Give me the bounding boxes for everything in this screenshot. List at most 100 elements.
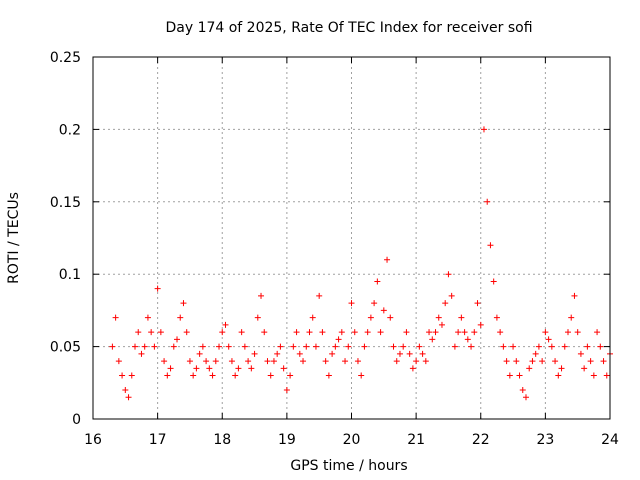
data-point bbox=[151, 343, 158, 350]
data-points bbox=[109, 126, 613, 401]
data-point bbox=[526, 365, 533, 372]
grid-lines bbox=[93, 57, 610, 419]
data-point bbox=[548, 343, 555, 350]
data-point bbox=[451, 343, 458, 350]
data-point bbox=[519, 387, 526, 394]
data-point bbox=[277, 343, 284, 350]
data-point bbox=[209, 372, 216, 379]
data-point bbox=[464, 336, 471, 343]
data-point bbox=[380, 307, 387, 314]
data-point bbox=[358, 372, 365, 379]
data-point bbox=[180, 300, 187, 307]
data-point bbox=[309, 314, 316, 321]
data-point bbox=[529, 358, 536, 365]
data-point bbox=[144, 314, 151, 321]
data-point bbox=[535, 343, 542, 350]
data-point bbox=[403, 329, 410, 336]
data-point bbox=[374, 278, 381, 285]
data-point bbox=[164, 372, 171, 379]
data-point bbox=[264, 358, 271, 365]
data-point bbox=[597, 343, 604, 350]
data-point bbox=[157, 329, 164, 336]
data-point bbox=[183, 329, 190, 336]
data-point bbox=[513, 358, 520, 365]
data-point bbox=[484, 198, 491, 205]
data-point bbox=[500, 343, 507, 350]
data-point bbox=[438, 321, 445, 328]
data-point bbox=[248, 365, 255, 372]
data-point bbox=[306, 329, 313, 336]
data-point bbox=[203, 358, 210, 365]
data-point bbox=[364, 329, 371, 336]
data-point bbox=[590, 372, 597, 379]
x-tick-label: 22 bbox=[472, 432, 490, 448]
data-point bbox=[474, 300, 481, 307]
data-point bbox=[594, 329, 601, 336]
y-axis-label: ROTI / TECUs bbox=[6, 192, 22, 284]
data-point bbox=[371, 300, 378, 307]
data-point bbox=[280, 365, 287, 372]
data-point bbox=[199, 343, 206, 350]
data-point bbox=[400, 343, 407, 350]
data-point bbox=[361, 343, 368, 350]
data-point bbox=[300, 358, 307, 365]
data-point bbox=[568, 314, 575, 321]
data-point bbox=[490, 278, 497, 285]
data-point bbox=[161, 358, 168, 365]
y-tick-label: 0.2 bbox=[59, 122, 81, 138]
data-point bbox=[396, 350, 403, 357]
data-point bbox=[138, 350, 145, 357]
data-point bbox=[480, 126, 487, 133]
data-point bbox=[419, 350, 426, 357]
data-point bbox=[522, 394, 529, 401]
data-point bbox=[510, 343, 517, 350]
data-point bbox=[345, 343, 352, 350]
data-point bbox=[477, 321, 484, 328]
data-point bbox=[539, 358, 546, 365]
y-tick-label: 0.25 bbox=[50, 50, 81, 66]
data-point bbox=[455, 329, 462, 336]
data-point bbox=[422, 358, 429, 365]
data-point bbox=[335, 336, 342, 343]
data-point bbox=[487, 242, 494, 249]
data-point bbox=[148, 329, 155, 336]
data-point bbox=[329, 350, 336, 357]
data-point bbox=[448, 292, 455, 299]
data-point bbox=[319, 329, 326, 336]
x-tick-label: 21 bbox=[407, 432, 425, 448]
data-point bbox=[325, 372, 332, 379]
data-point bbox=[128, 372, 135, 379]
data-point bbox=[561, 343, 568, 350]
data-point bbox=[109, 343, 116, 350]
data-point bbox=[516, 372, 523, 379]
data-point bbox=[119, 372, 126, 379]
data-point bbox=[416, 343, 423, 350]
y-axis: 0 0.05 0.1 0.15 0.2 0.25 bbox=[50, 50, 610, 428]
data-point bbox=[235, 365, 242, 372]
data-point bbox=[577, 350, 584, 357]
chart-title: Day 174 of 2025, Rate Of TEC Index for r… bbox=[165, 20, 532, 36]
data-point bbox=[413, 358, 420, 365]
x-tick-label: 23 bbox=[536, 432, 554, 448]
data-point bbox=[125, 394, 132, 401]
data-point bbox=[471, 329, 478, 336]
data-point bbox=[338, 329, 345, 336]
x-axis-label: GPS time / hours bbox=[290, 458, 407, 474]
data-point bbox=[245, 358, 252, 365]
data-point bbox=[251, 350, 258, 357]
data-point bbox=[442, 300, 449, 307]
data-point bbox=[270, 358, 277, 365]
data-point bbox=[506, 372, 513, 379]
data-point bbox=[154, 285, 161, 292]
data-point bbox=[409, 365, 416, 372]
x-tick-label: 19 bbox=[278, 432, 296, 448]
data-point bbox=[574, 329, 581, 336]
data-point bbox=[287, 372, 294, 379]
data-point bbox=[435, 314, 442, 321]
data-point bbox=[115, 358, 122, 365]
data-point bbox=[303, 343, 310, 350]
data-point bbox=[387, 314, 394, 321]
data-point bbox=[348, 300, 355, 307]
data-point bbox=[228, 358, 235, 365]
data-point bbox=[254, 314, 261, 321]
